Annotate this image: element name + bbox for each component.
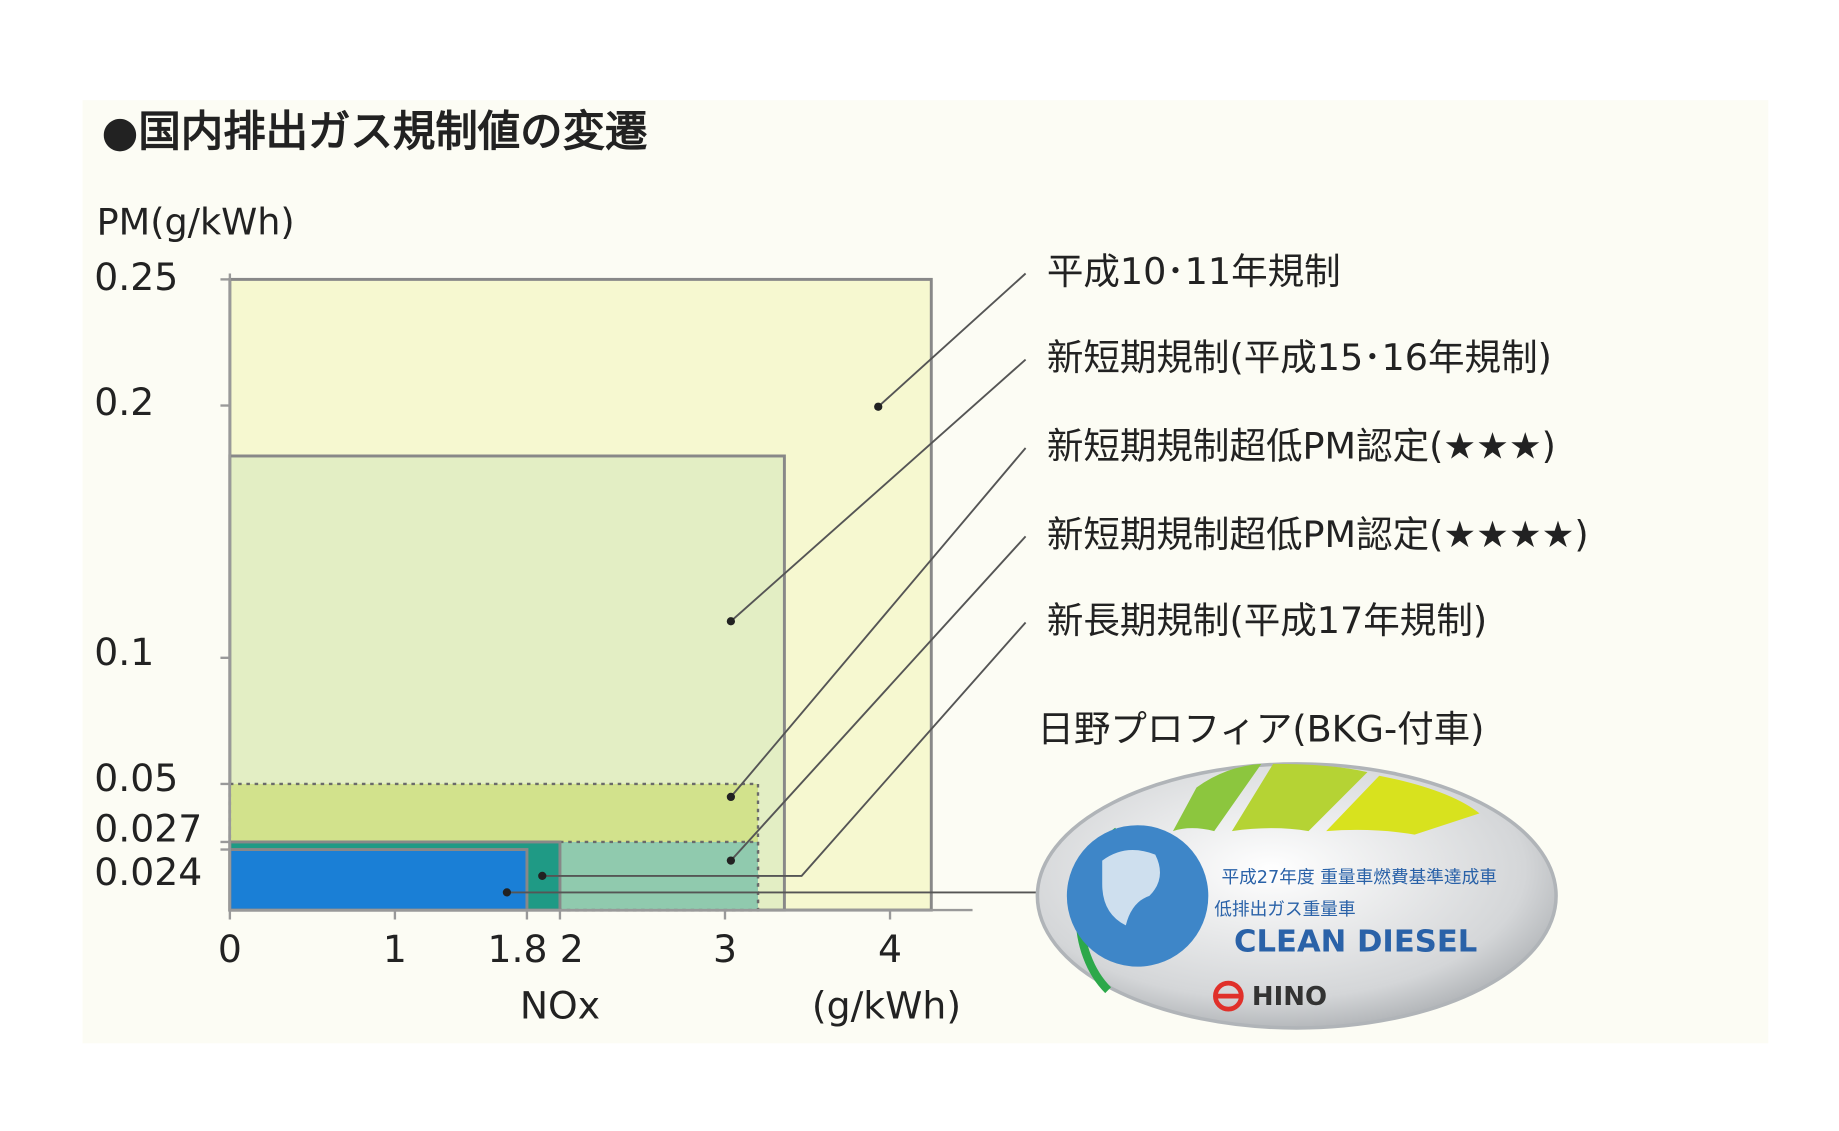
leader-line [730,535,1027,862]
leader-dot [874,402,883,411]
legend-label: 新短期規制超低PM認定(★★★) [1047,424,1556,467]
badge-continent [1102,849,1160,926]
x-axis-unit: (g/kWh) [812,983,961,1027]
region [228,848,529,912]
x-axis-label: NOx [520,983,600,1027]
legend-label: 新短期規制(平成15･16年規制) [1047,336,1552,379]
leader-line [542,621,1027,877]
y-tick-label: 0.027 [94,807,202,851]
badge-leaf [1231,763,1368,832]
badge-leaf [1326,775,1480,835]
x-tick-label: 0 [218,927,242,971]
chart-title: ●国内排出ガス規制値の変遷 [101,108,647,157]
badge: 平成27年度 重量車燃費基準達成車 低排出ガス重量車 CLEAN DIESEL … [1035,762,1558,1030]
x-tick-label: 3 [713,927,737,971]
legend-label: 新短期規制超低PM認定(★★★★) [1047,513,1589,556]
x-tick-label: 2 [560,927,584,971]
leader-line [730,358,1027,622]
legend-label: 日野プロフィア(BKG-付車) [1037,707,1484,750]
x-tick-label: 1.8 [488,927,548,971]
x-tick-label: 4 [878,927,902,971]
leader-line [730,447,1027,798]
legend-label: 新長期規制(平成17年規制) [1047,599,1487,642]
badge-leaf [1172,763,1262,832]
leader-dot [726,792,736,802]
badge-brand: CLEAN DIESEL [1234,925,1477,960]
leader-line [877,272,1027,408]
y-tick-label: 0.024 [94,850,202,894]
badge-text: 平成27年度 重量車燃費基準達成車 [1221,867,1497,888]
y-tick-label: 0.1 [94,630,154,674]
y-tick-label: 0.25 [94,255,178,299]
leader-dot [726,617,736,626]
leader-dot [502,888,512,897]
x-tick-label: 1 [383,927,407,971]
y-tick-label: 0.2 [94,380,154,424]
badge-text: 低排出ガス重量車 [1214,899,1355,920]
y-axis-label: PM(g/kWh) [97,200,295,243]
leader-dot [538,871,547,881]
badge-maker: HINO [1252,982,1327,1012]
leader-dot [726,856,736,865]
y-tick-label: 0.05 [94,756,178,800]
legend-label: 平成10･11年規制 [1047,250,1341,293]
